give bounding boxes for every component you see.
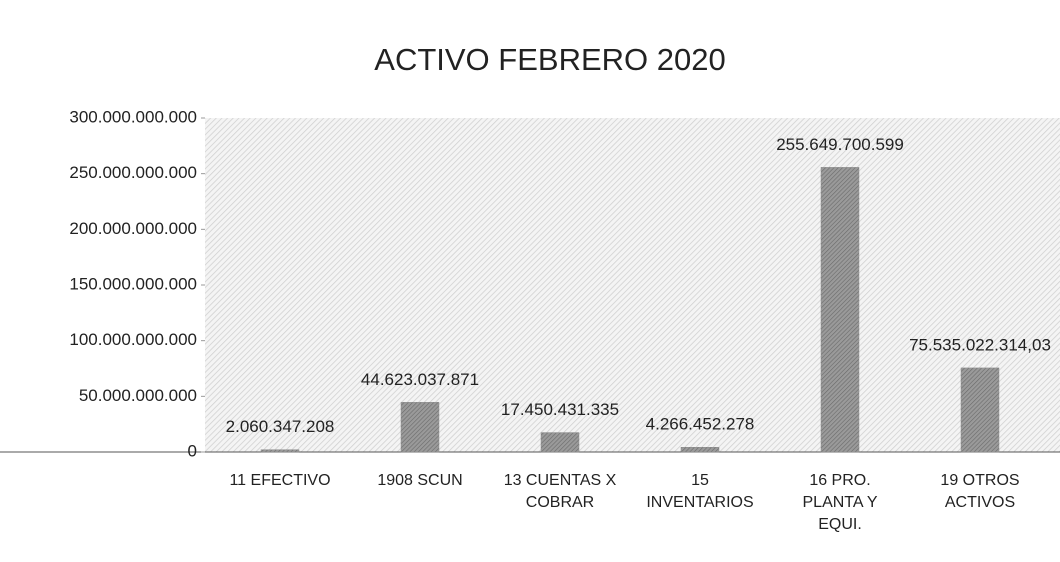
y-tick-label: 200.000.000.000 [69,219,197,238]
x-tick-label: 13 CUENTAS X COBRAR [503,472,617,511]
x-tick-label: 1908 SCUN [377,472,463,489]
data-label: 44.623.037.871 [361,370,479,389]
data-label: 17.450.431.335 [501,400,619,419]
y-tick-label: 250.000.000.000 [69,163,197,182]
x-tick-label: 15 INVENTARIOS [646,472,754,511]
bar [260,449,300,453]
bar [680,447,720,453]
plot-area [205,118,1060,452]
bar [960,367,1000,453]
y-tick-label: 100.000.000.000 [69,330,197,349]
bar [400,402,440,453]
x-tick-label: 11 EFECTIVO [229,472,331,489]
y-tick-label: 50.000.000.000 [79,386,197,405]
data-label: 4.266.452.278 [646,415,755,434]
chart-title: ACTIVO FEBRERO 2020 [374,42,725,77]
y-tick-label: 300.000.000.000 [69,107,197,126]
data-label: 255.649.700.599 [776,135,904,154]
x-tick-label: 19 OTROS ACTIVOS [940,472,1020,511]
x-tick-label: 16 PRO. PLANTA Y EQUI. [802,472,878,533]
y-tick-label: 0 [188,441,197,460]
data-label: 2.060.347.208 [226,417,335,436]
data-label: 75.535.022.314,03 [909,335,1051,354]
bar [540,432,580,453]
y-tick-label: 150.000.000.000 [69,274,197,293]
bar [820,167,860,453]
